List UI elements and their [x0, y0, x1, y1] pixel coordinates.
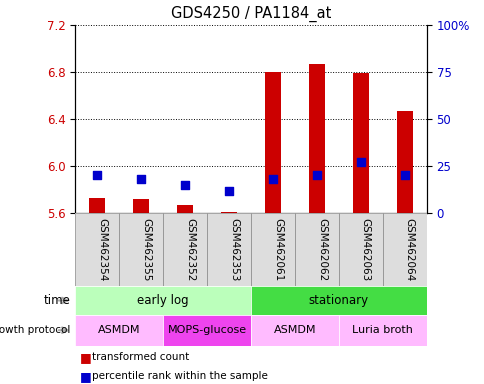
- Bar: [89, 198, 105, 213]
- Bar: [309, 64, 324, 213]
- Text: GSM462063: GSM462063: [360, 218, 370, 281]
- Text: ■: ■: [80, 370, 91, 383]
- Point: [181, 182, 189, 188]
- Bar: [251, 315, 338, 346]
- Bar: [119, 213, 163, 286]
- Bar: [352, 73, 368, 213]
- Point: [137, 176, 145, 182]
- Text: transformed count: transformed count: [92, 352, 189, 362]
- Text: ASMDM: ASMDM: [273, 325, 316, 335]
- Bar: [338, 213, 382, 286]
- Text: GSM462061: GSM462061: [272, 218, 282, 281]
- Point: [356, 159, 364, 166]
- Point: [93, 172, 101, 179]
- Text: GSM462353: GSM462353: [228, 218, 239, 281]
- Bar: [265, 72, 280, 213]
- Bar: [382, 213, 426, 286]
- Text: MOPS-glucose: MOPS-glucose: [167, 325, 246, 335]
- Text: early log: early log: [137, 294, 188, 307]
- Point: [225, 187, 232, 194]
- Point: [400, 172, 408, 179]
- Bar: [221, 212, 236, 213]
- Bar: [251, 286, 426, 315]
- Text: percentile rank within the sample: percentile rank within the sample: [92, 371, 268, 381]
- Bar: [163, 315, 251, 346]
- Bar: [338, 315, 426, 346]
- Text: ■: ■: [80, 351, 91, 364]
- Text: stationary: stationary: [308, 294, 368, 307]
- Text: ASMDM: ASMDM: [98, 325, 140, 335]
- Bar: [207, 213, 251, 286]
- Bar: [163, 213, 207, 286]
- Text: GSM462352: GSM462352: [185, 218, 195, 281]
- Text: GSM462062: GSM462062: [316, 218, 326, 281]
- Text: Luria broth: Luria broth: [352, 325, 412, 335]
- Bar: [177, 205, 192, 213]
- Text: growth protocol: growth protocol: [0, 325, 70, 335]
- Bar: [133, 199, 149, 213]
- Text: GSM462064: GSM462064: [404, 218, 414, 281]
- Text: GSM462355: GSM462355: [141, 218, 151, 281]
- Bar: [251, 213, 294, 286]
- Bar: [75, 315, 163, 346]
- Text: GSM462354: GSM462354: [97, 218, 107, 281]
- Title: GDS4250 / PA1184_at: GDS4250 / PA1184_at: [170, 6, 331, 22]
- Bar: [396, 111, 412, 213]
- Point: [312, 172, 320, 179]
- Bar: [294, 213, 338, 286]
- Bar: [75, 213, 119, 286]
- Text: time: time: [44, 294, 70, 307]
- Point: [269, 176, 276, 182]
- Bar: [75, 286, 251, 315]
